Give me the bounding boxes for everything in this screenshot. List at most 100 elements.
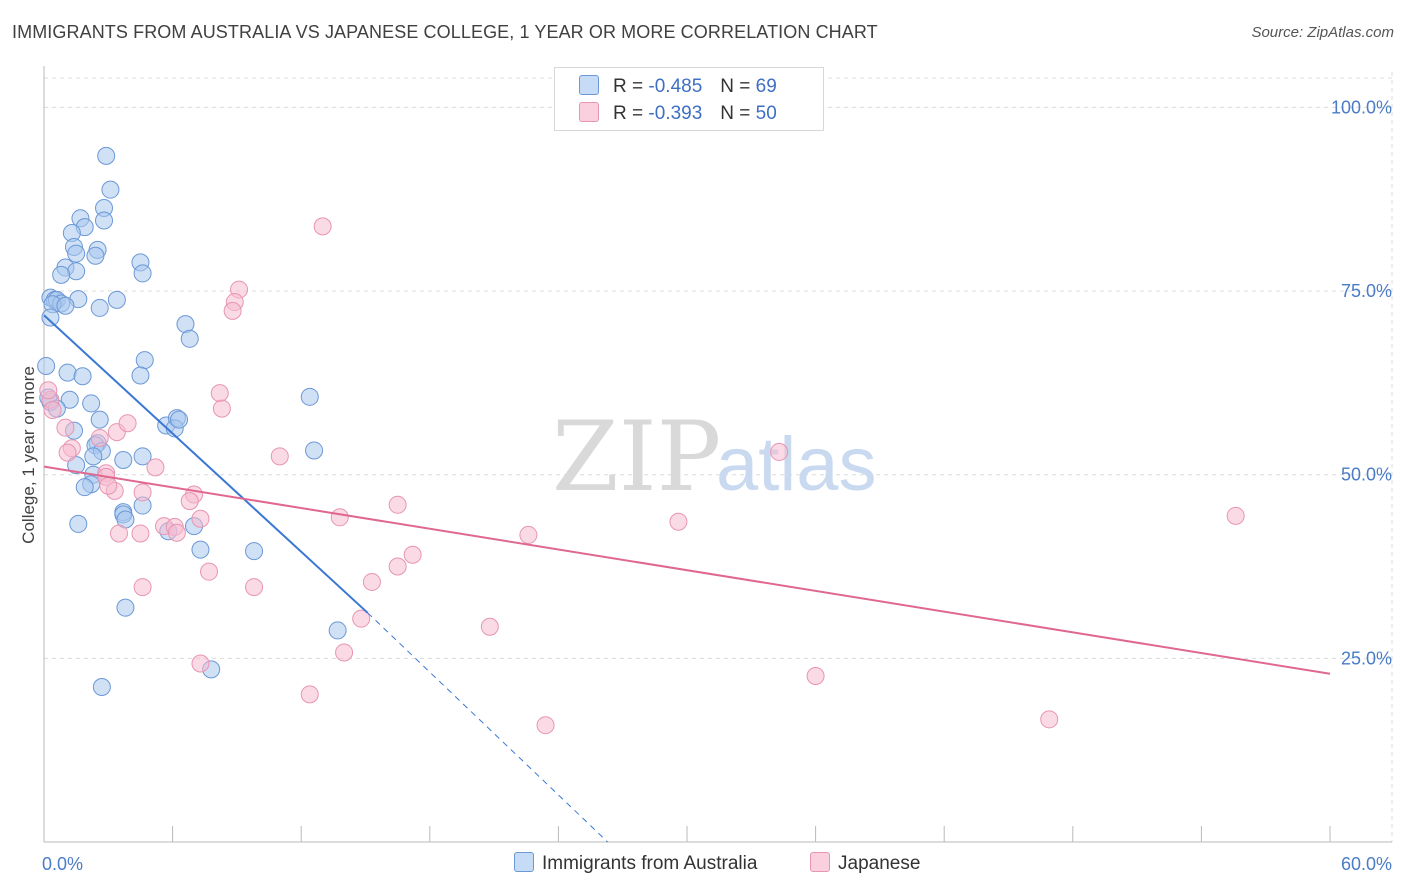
- point-japanese: [270, 447, 289, 466]
- grid-lines: [44, 72, 1393, 842]
- point-japanese: [180, 492, 199, 511]
- point-australia: [82, 394, 101, 413]
- point-japanese: [133, 578, 152, 597]
- point-australia: [180, 329, 199, 348]
- point-japanese: [39, 381, 58, 400]
- point-australia: [133, 264, 152, 283]
- watermark-atlas: atlas: [716, 422, 877, 507]
- legend-n-label: N =: [720, 103, 751, 124]
- trend-line-japanese: [43, 465, 1331, 675]
- point-japanese: [110, 524, 129, 543]
- series-japanese-points: [39, 217, 1245, 735]
- point-japanese: [99, 476, 118, 495]
- point-australia: [245, 542, 264, 561]
- point-australia: [92, 677, 111, 696]
- bottom-legend-australia[interactable]: Immigrants from Australia: [514, 852, 757, 875]
- point-japanese: [58, 443, 77, 462]
- point-australia: [305, 441, 324, 460]
- legend-n-value-australia: 69: [755, 76, 777, 97]
- point-japanese: [223, 301, 242, 320]
- point-australia: [90, 298, 109, 317]
- point-japanese: [56, 418, 75, 437]
- watermark-zip: ZIP: [552, 401, 721, 513]
- legend-row-japanese: R = -0.393 N = 50: [579, 102, 777, 128]
- legend-swatch-australia: [579, 75, 599, 95]
- point-australia: [52, 265, 71, 284]
- point-japanese: [146, 458, 165, 477]
- point-australia: [60, 390, 79, 409]
- legend-r-value-australia: -0.485: [648, 76, 703, 97]
- point-australia: [97, 146, 116, 165]
- y-tick-label: 100.0%: [1331, 97, 1392, 117]
- chart-title: IMMIGRANTS FROM AUSTRALIA VS JAPANESE CO…: [12, 22, 878, 42]
- point-japanese: [806, 666, 825, 685]
- point-japanese: [191, 509, 210, 528]
- point-japanese: [245, 578, 264, 597]
- point-japanese: [167, 523, 186, 542]
- series-australia-points: [37, 146, 347, 696]
- point-japanese: [770, 442, 789, 461]
- trend-line-australia: [43, 314, 369, 614]
- point-australia: [86, 246, 105, 265]
- legend-swatch-japanese: [579, 102, 599, 122]
- y-tick-label: 25.0%: [1341, 648, 1392, 668]
- y-tick-label: 50.0%: [1341, 465, 1392, 485]
- trend-lines: [43, 314, 1331, 843]
- point-japanese: [43, 401, 62, 420]
- legend-n-label: N =: [720, 76, 751, 97]
- point-australia: [133, 447, 152, 466]
- point-japanese: [300, 685, 319, 704]
- point-australia: [37, 356, 56, 375]
- point-japanese: [90, 428, 109, 447]
- point-australia: [84, 447, 103, 466]
- bottom-legend-label-japanese: Japanese: [838, 853, 921, 874]
- point-australia: [135, 351, 154, 370]
- point-australia: [101, 180, 120, 199]
- point-japanese: [388, 495, 407, 514]
- y-tick-label: 75.0%: [1341, 281, 1392, 301]
- point-australia: [67, 244, 86, 263]
- point-japanese: [131, 524, 150, 543]
- point-australia: [131, 366, 150, 385]
- bottom-legend-label-australia: Immigrants from Australia: [542, 853, 758, 874]
- point-japanese: [200, 562, 219, 581]
- point-japanese: [330, 508, 349, 527]
- axes: [43, 66, 1392, 843]
- legend-row-australia: R = -0.485 N = 69: [579, 75, 777, 101]
- point-australia: [58, 363, 77, 382]
- point-japanese: [212, 399, 231, 418]
- point-japanese: [388, 557, 407, 576]
- y-axis-label: College, 1 year or more: [19, 366, 38, 544]
- point-australia: [114, 451, 133, 469]
- point-australia: [300, 387, 319, 406]
- legend-r-label: R =: [613, 76, 644, 97]
- legend-r-label: R =: [613, 103, 644, 124]
- point-japanese: [480, 617, 499, 636]
- bottom-legend-swatch-australia: [514, 852, 534, 872]
- point-australia: [170, 410, 189, 429]
- point-japanese: [133, 483, 152, 502]
- point-australia: [41, 308, 60, 327]
- point-japanese: [362, 572, 381, 591]
- point-japanese: [118, 414, 137, 433]
- legend-n-value-japanese: 50: [755, 103, 777, 124]
- point-australia: [67, 456, 86, 475]
- point-australia: [69, 514, 88, 533]
- point-australia: [328, 621, 347, 640]
- point-australia: [90, 410, 109, 429]
- point-australia: [73, 367, 92, 386]
- point-japanese: [352, 609, 371, 628]
- stats-legend: R = -0.485 N = 69 R = -0.393 N = 50: [554, 67, 824, 131]
- legend-r-value-japanese: -0.393: [648, 103, 703, 124]
- source-label: Source: ZipAtlas.com: [1251, 24, 1394, 41]
- point-australia: [116, 598, 135, 617]
- point-japanese: [210, 384, 229, 403]
- watermark: ZIP atlas: [552, 401, 877, 513]
- tick-labels: 25.0% 50.0% 75.0% 100.0% 0.0% 60.0%: [42, 97, 1392, 874]
- bottom-legend-japanese[interactable]: Japanese: [810, 852, 920, 875]
- point-japanese: [1040, 710, 1059, 729]
- point-australia: [95, 211, 114, 230]
- point-japanese: [1226, 506, 1245, 525]
- bottom-legend-swatch-japanese: [810, 852, 830, 872]
- x-tick-label-max: 60.0%: [1341, 854, 1392, 874]
